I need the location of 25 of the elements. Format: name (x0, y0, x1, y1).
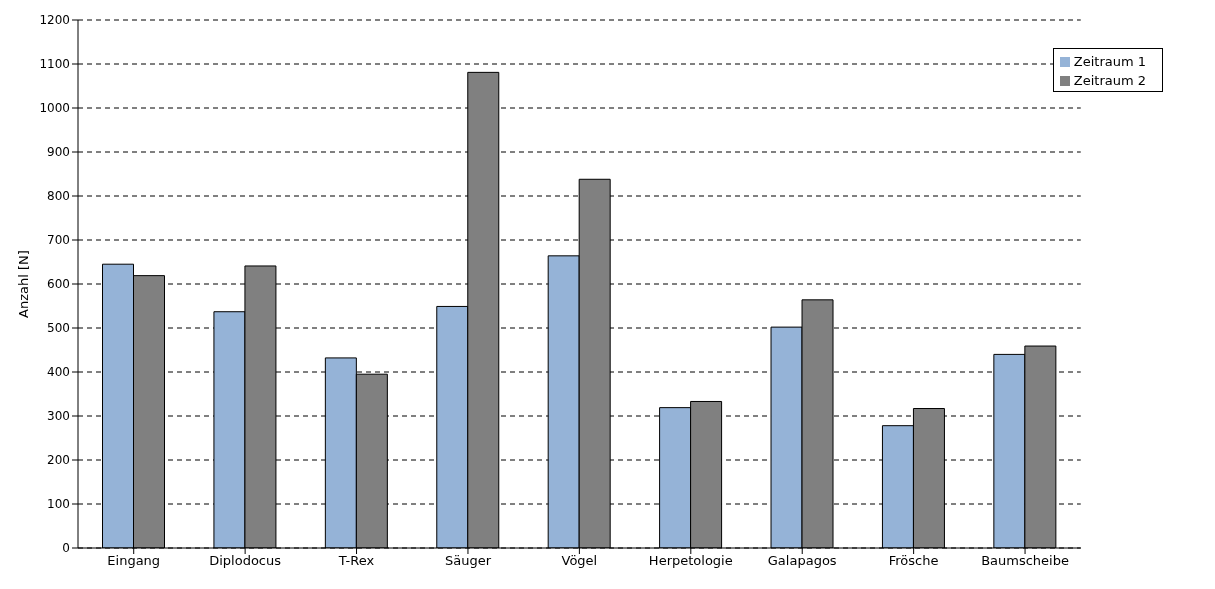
y-tick-label: 900 (47, 145, 70, 160)
x-tick-label: Säuger (444, 553, 492, 569)
y-tick-label: 800 (47, 189, 70, 204)
y-tick-label: 1000 (39, 101, 70, 116)
x-tick-label: Frösche (888, 553, 939, 569)
x-tick-label: Diplodocus (209, 553, 282, 569)
y-tick-label: 500 (47, 321, 70, 336)
legend-label: Zeitraum 2 (1073, 73, 1146, 88)
y-tick-label: 0 (62, 541, 70, 556)
y-tick-label: 700 (47, 233, 70, 248)
x-tick-label: Baumscheibe (981, 553, 1069, 569)
x-tick-label: Galapagos (767, 553, 837, 569)
x-tick-label: Eingang (107, 553, 161, 569)
y-tick-label: 1200 (39, 13, 70, 28)
x-tick-label: Herpetologie (648, 553, 733, 569)
x-tick-label: T-Rex (337, 553, 375, 569)
y-tick-label: 300 (47, 409, 70, 424)
legend-label: Zeitraum 1 (1073, 54, 1146, 69)
y-tick-label: 1100 (39, 57, 70, 72)
y-tick-label: 200 (47, 453, 70, 468)
y-tick-label: 400 (47, 365, 70, 380)
y-axis-title: Anzahl [N] (15, 250, 31, 318)
x-tick-label: Vögel (561, 553, 598, 569)
y-tick-label: 600 (47, 277, 70, 292)
y-tick-label: 100 (47, 497, 70, 512)
